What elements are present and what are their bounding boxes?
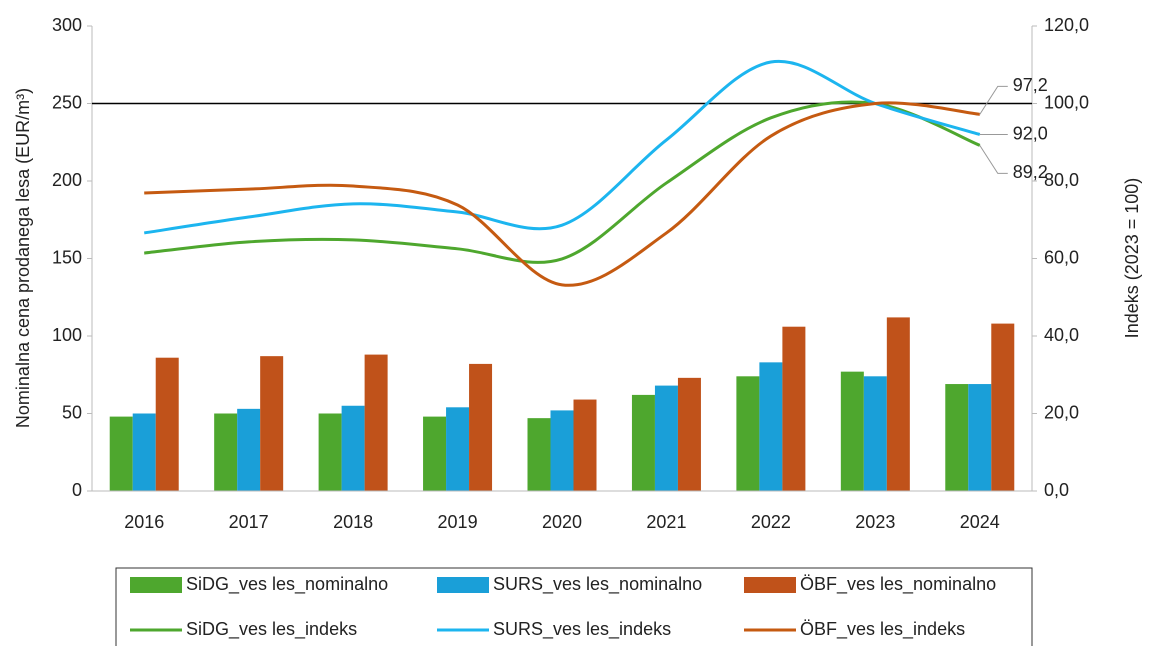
legend-label: SiDG_ves les_nominalno	[186, 574, 388, 595]
bar	[573, 399, 597, 491]
bar	[782, 326, 806, 491]
data-label: 97,2	[1013, 75, 1048, 95]
legend-label: SiDG_ves les_indeks	[186, 619, 357, 640]
line-series	[144, 100, 981, 264]
bar	[364, 354, 388, 491]
bar	[260, 356, 284, 491]
legend-swatch	[744, 577, 796, 593]
bar	[446, 407, 470, 491]
x-tick-label: 2022	[751, 512, 791, 532]
legend-label: SURS_ves les_indeks	[493, 619, 671, 640]
line-series	[143, 59, 981, 235]
y-tick-label: 0	[72, 480, 82, 500]
y-tick-label: 250	[52, 92, 82, 112]
data-label: 89,2	[1013, 162, 1048, 182]
y-tick-label: 200	[52, 170, 82, 190]
legend-label: ÖBF_ves les_nominalno	[800, 574, 996, 595]
legend-swatch	[437, 577, 489, 593]
y2-axis-title: Indeks (2023 = 100)	[1122, 178, 1142, 339]
y2-tick-label: 40,0	[1044, 325, 1079, 345]
bar	[214, 413, 238, 491]
bar	[341, 405, 365, 491]
bar	[109, 416, 133, 491]
bar	[886, 317, 910, 491]
legend-box	[115, 567, 1033, 646]
x-tick-label: 2017	[229, 512, 269, 532]
y-axis-title: Nominalna cena prodanega lesa (EUR/m³)	[13, 88, 33, 428]
y2-tick-label: 20,0	[1044, 402, 1079, 422]
bar	[527, 418, 551, 491]
bar	[654, 385, 678, 491]
line-series	[144, 101, 980, 287]
x-tick-label: 2016	[124, 512, 164, 532]
bar	[423, 416, 447, 491]
bar	[759, 362, 783, 491]
y2-tick-label: 0,0	[1044, 480, 1069, 500]
bar	[237, 408, 261, 491]
bar	[945, 384, 969, 491]
y2-tick-label: 100,0	[1044, 92, 1089, 112]
bar	[132, 413, 156, 491]
bar	[991, 323, 1015, 491]
y-tick-label: 150	[52, 247, 82, 267]
label-leader	[979, 145, 1008, 174]
legend-label: SURS_ves les_nominalno	[493, 574, 702, 595]
bar	[550, 410, 574, 491]
x-tick-label: 2024	[960, 512, 1000, 532]
y2-tick-label: 80,0	[1044, 170, 1079, 190]
data-label: 92,0	[1013, 123, 1048, 143]
legend-label: ÖBF_ves les_indeks	[800, 619, 965, 640]
bar	[736, 376, 760, 491]
bar	[968, 384, 992, 491]
y-tick-label: 300	[52, 15, 82, 35]
bar	[863, 376, 887, 491]
bar	[469, 363, 493, 491]
legend-swatch	[130, 577, 182, 593]
x-tick-label: 2020	[542, 512, 582, 532]
y-tick-label: 50	[62, 402, 82, 422]
x-tick-label: 2021	[646, 512, 686, 532]
y-tick-label: 100	[52, 325, 82, 345]
bar	[631, 394, 655, 491]
label-leader	[979, 85, 1008, 115]
bar	[318, 413, 342, 491]
x-tick-label: 2018	[333, 512, 373, 532]
x-tick-label: 2023	[855, 512, 895, 532]
x-tick-label: 2019	[438, 512, 478, 532]
bar	[840, 371, 864, 491]
bar	[155, 357, 179, 491]
y2-tick-label: 120,0	[1044, 15, 1089, 35]
y2-tick-label: 60,0	[1044, 247, 1079, 267]
bar	[677, 377, 701, 491]
